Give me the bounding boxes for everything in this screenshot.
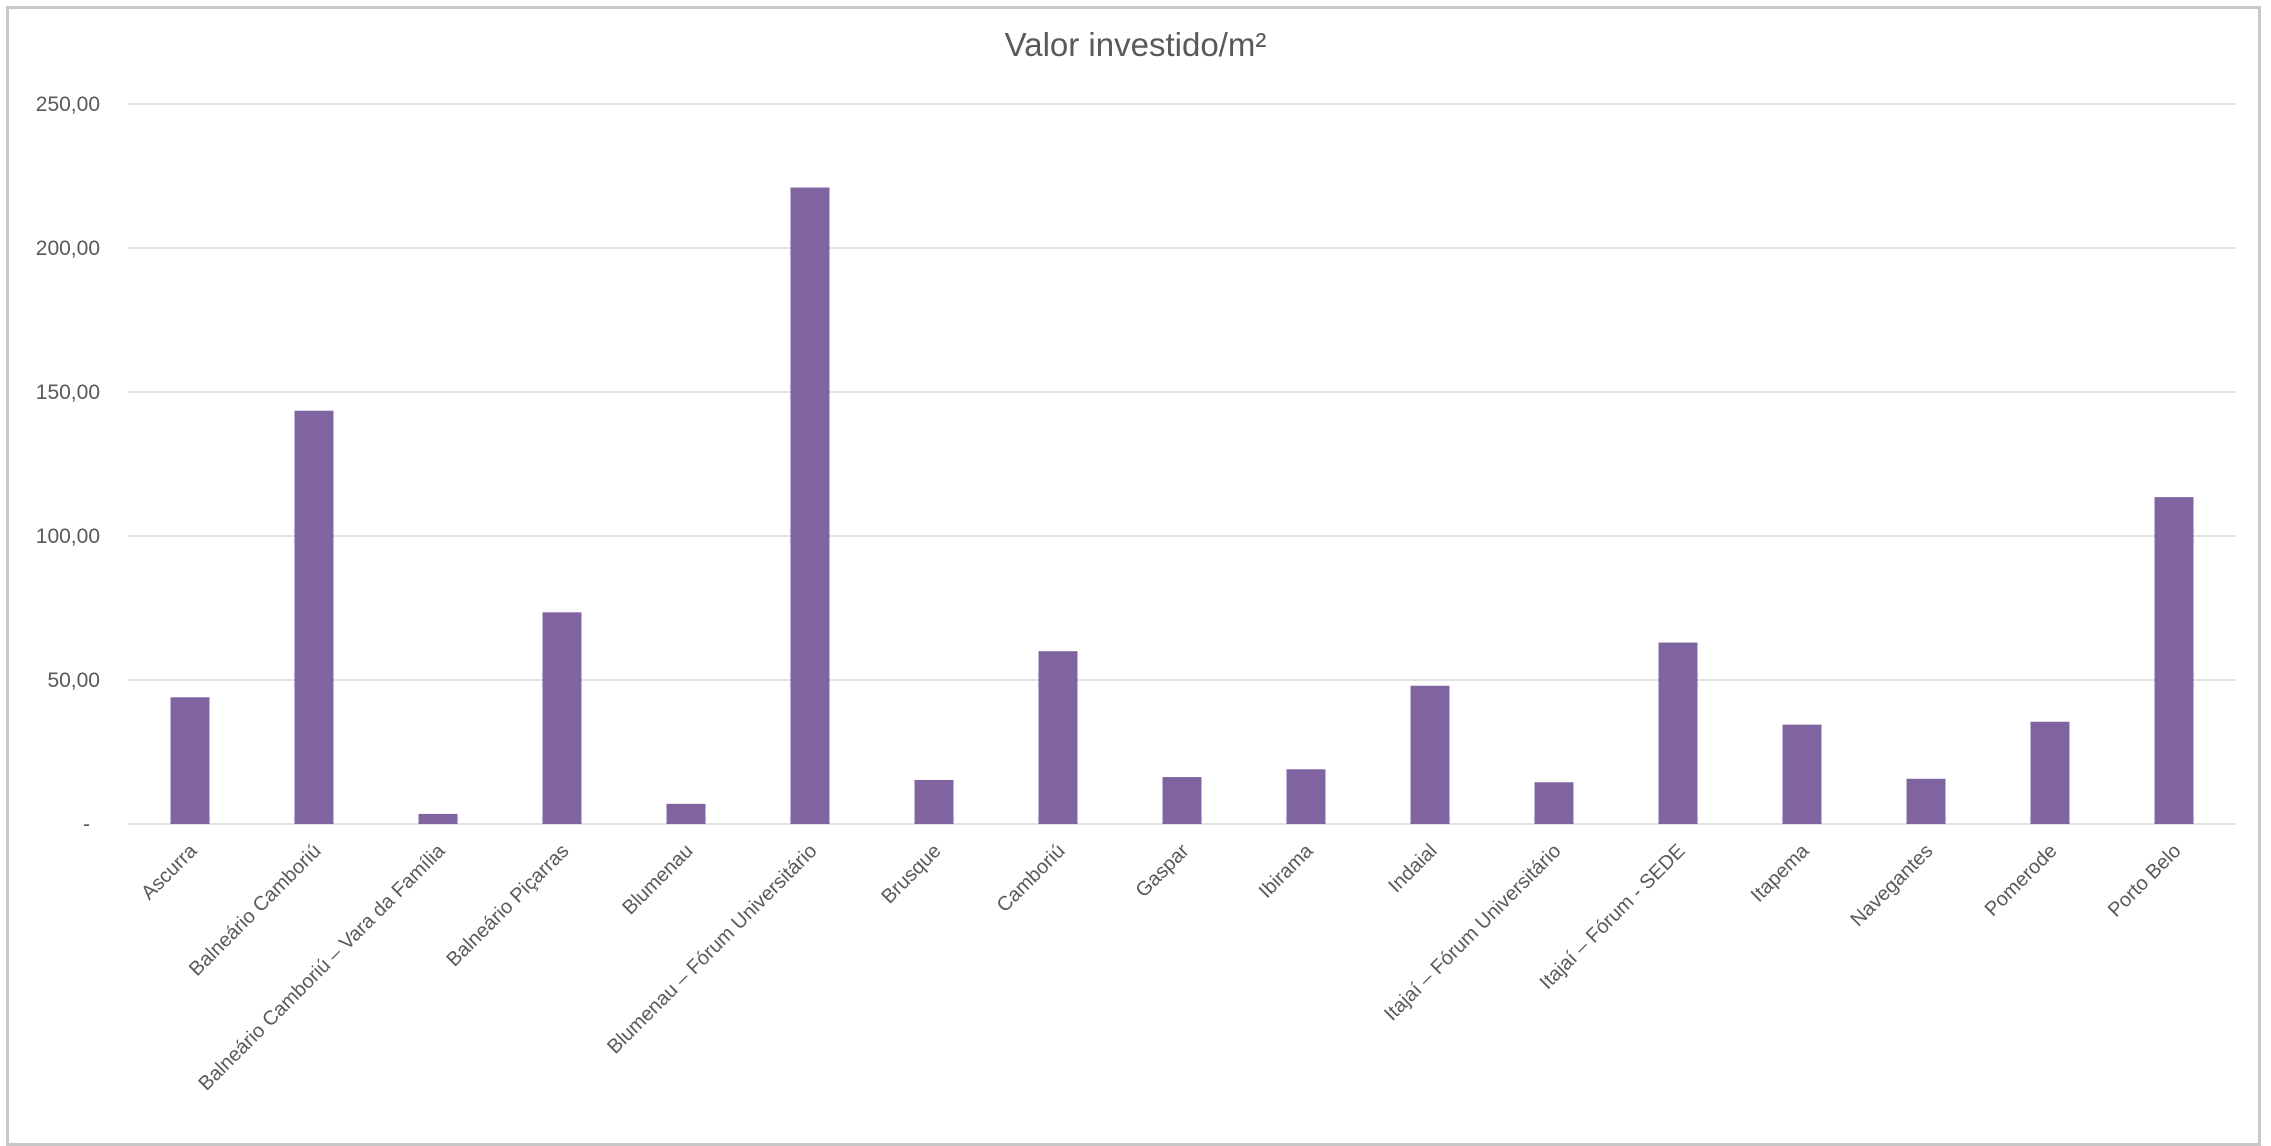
bar bbox=[1410, 685, 1450, 824]
x-tick-label: Itajaí – Fórum - SEDE bbox=[1536, 840, 1690, 994]
x-tick-label: Camboriú bbox=[993, 840, 1070, 917]
bar bbox=[2030, 721, 2070, 824]
x-tick-label: Brusque bbox=[877, 840, 945, 908]
bar bbox=[1906, 778, 1946, 824]
bar bbox=[1534, 782, 1574, 824]
bar bbox=[294, 410, 334, 824]
x-tick-label: Balneário Piçarras bbox=[442, 840, 573, 971]
bar bbox=[1658, 642, 1698, 824]
bar bbox=[1038, 651, 1078, 824]
x-tick-label: Balneário Camboriú – Vara da Família bbox=[194, 839, 450, 1095]
x-tick-label: Itapema bbox=[1747, 839, 1814, 906]
y-tick-label: - bbox=[83, 813, 90, 836]
bar bbox=[2154, 497, 2194, 824]
bar bbox=[1162, 777, 1202, 824]
x-tick-label: Pomerode bbox=[1981, 840, 2062, 921]
y-tick-label: 150,00 bbox=[36, 381, 100, 404]
chart-area bbox=[6, 6, 2261, 1146]
bar bbox=[790, 187, 830, 824]
bar bbox=[418, 813, 458, 824]
chart-title: Valor investido/m² bbox=[1004, 26, 1267, 63]
x-tick-label: Blumenau bbox=[618, 840, 697, 919]
bar bbox=[542, 612, 582, 824]
x-tick-label: Blumenau – Fórum Universitário bbox=[603, 840, 821, 1058]
x-tick-label: Ascurra bbox=[137, 839, 202, 904]
bar bbox=[914, 779, 954, 824]
x-tick-label: Navegantes bbox=[1846, 840, 1937, 931]
y-tick-label: 50,00 bbox=[47, 669, 100, 692]
y-tick-label: 200,00 bbox=[36, 237, 100, 260]
x-tick-label: Gaspar bbox=[1132, 840, 1194, 902]
bar bbox=[170, 697, 210, 824]
x-tick-label: Balneário Camboriú bbox=[185, 840, 326, 981]
x-tick-label: Porto Belo bbox=[2104, 840, 2186, 922]
y-tick-label: 100,00 bbox=[36, 525, 100, 548]
bar bbox=[666, 803, 706, 824]
x-tick-label: Ibirama bbox=[1255, 839, 1318, 902]
bar bbox=[1782, 724, 1822, 824]
y-tick-label: 250,00 bbox=[36, 93, 100, 116]
bar bbox=[1286, 769, 1326, 824]
x-tick-label: Indaial bbox=[1384, 840, 1441, 897]
